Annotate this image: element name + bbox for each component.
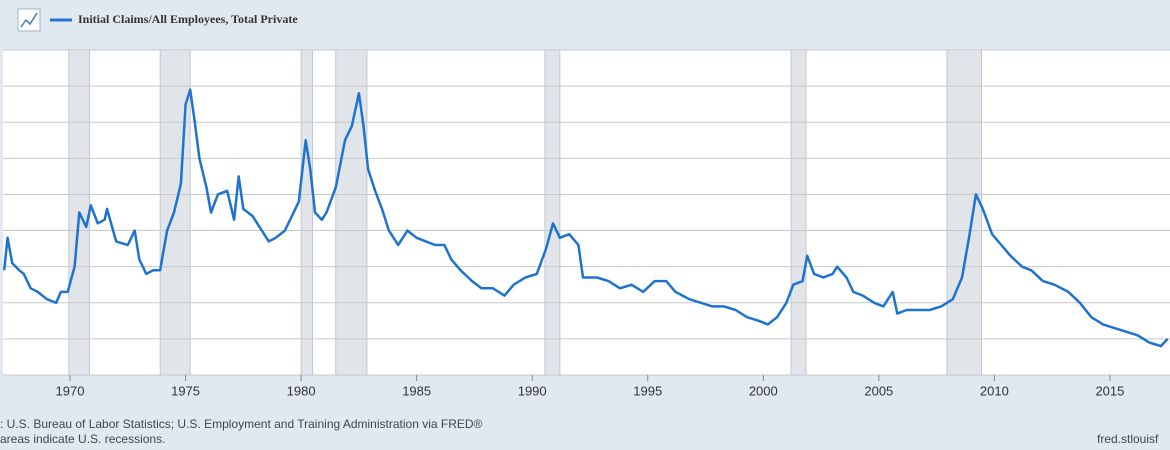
x-tick-label: 1975: [171, 383, 200, 398]
recession-band: [544, 49, 561, 376]
x-tick-label: 1995: [633, 383, 662, 398]
x-tick-label: 2010: [980, 383, 1009, 398]
series: [2, 88, 1169, 348]
x-tick-label: 2005: [864, 383, 893, 398]
x-tick-label: 1990: [518, 383, 547, 398]
x-tick-label: 1970: [56, 383, 85, 398]
recession-band: [790, 49, 807, 376]
x-tick-label: 1980: [287, 383, 316, 398]
x-axis: 1970 1975 1980 1985 1990 1995 2000 2005 2010 2015: [56, 375, 1124, 398]
credit: fred.stlouisf: [1097, 432, 1159, 446]
x-tick-label: 2015: [1095, 383, 1124, 398]
x-tick-label: 2000: [749, 383, 778, 398]
graph-icon-line: [20, 12, 38, 28]
graph-icon[interactable]: [17, 8, 41, 32]
x-tick-label: 1985: [402, 383, 431, 398]
recession-band: [946, 49, 983, 376]
series-line: [2, 88, 1169, 348]
recession-band: [300, 49, 314, 376]
legend-label: Initial Claims/All Employees, Total Priv…: [78, 12, 298, 26]
note: areas indicate U.S. recessions.: [0, 432, 165, 446]
recession-band: [335, 49, 368, 376]
source: : U.S. Bureau of Labor Statistics; U.S. …: [0, 417, 483, 431]
